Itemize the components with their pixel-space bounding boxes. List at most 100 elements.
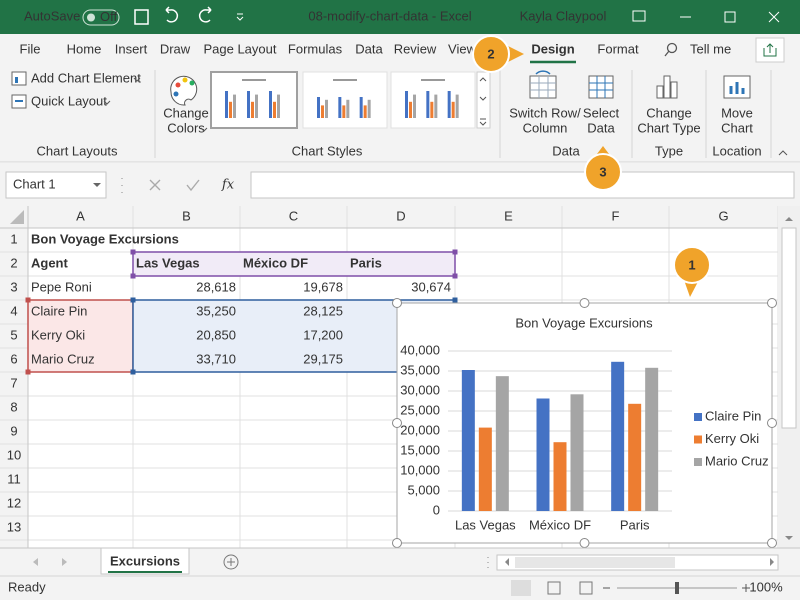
ribbon-tab[interactable]: Home [67,41,102,56]
change-chart-type[interactable]: Chart Type [637,120,700,135]
cell[interactable]: 28,618 [196,279,236,294]
change-chart-type-icon[interactable] [671,82,677,98]
cell[interactable]: 19,678 [303,279,343,294]
bar[interactable] [571,394,584,511]
resize-handle[interactable] [393,299,402,308]
resize-handle[interactable] [393,539,402,548]
bar[interactable] [537,399,550,512]
row-header[interactable]: 2 [10,255,17,270]
legend-label[interactable]: Mario Cruz [705,453,769,468]
cell[interactable]: Las Vegas [136,255,200,270]
bar[interactable] [462,370,475,511]
select-data[interactable]: Select [583,105,620,120]
switch-row-column-icon[interactable] [530,76,556,98]
change-chart-type-icon[interactable] [664,76,670,98]
column-header[interactable]: D [396,208,405,223]
formula-input[interactable] [251,172,794,198]
change-colors[interactable]: Colors [167,120,205,135]
zoom-thumb[interactable] [675,582,679,594]
ribbon-tab[interactable]: Insert [115,41,148,56]
row-header[interactable]: 9 [10,423,17,438]
switch-row-column[interactable]: Switch Row/ [509,105,581,120]
insert-function[interactable]: fx [221,178,235,193]
move-chart[interactable]: Move [721,105,753,120]
row-header[interactable]: 11 [7,471,21,486]
cell[interactable]: Agent [31,255,69,270]
switch-row-column[interactable]: Column [523,120,568,135]
select-data-icon[interactable] [589,76,613,98]
resize-handle[interactable] [580,539,589,548]
column-header[interactable]: E [504,208,513,223]
resize-handle[interactable] [580,299,589,308]
range-handle[interactable] [26,298,31,303]
tell-me[interactable]: Tell me [690,41,731,56]
row-header[interactable]: 12 [7,495,21,510]
cell[interactable]: Claire Pin [31,303,87,318]
range-handle[interactable] [453,298,458,303]
row-header[interactable]: 13 [7,519,21,534]
column-header[interactable]: C [289,208,298,223]
range-handle[interactable] [453,274,458,279]
ribbon-tab[interactable]: Formulas [288,41,343,56]
zoom-level[interactable]: 100% [749,579,783,594]
ribbon-tab[interactable]: Design [531,41,574,56]
bar[interactable] [479,428,492,511]
row-header[interactable]: 6 [10,351,17,366]
change-chart-type[interactable]: Change [646,105,692,120]
cell[interactable]: 30,674 [411,279,451,294]
column-header[interactable]: B [182,208,191,223]
cell[interactable]: 28,125 [303,303,343,318]
row-header[interactable]: 3 [10,279,17,294]
scroll-thumb[interactable] [782,228,796,428]
quick-layout[interactable]: Quick Layout [31,93,107,108]
bar[interactable] [628,404,641,511]
resize-handle[interactable] [393,419,402,428]
cell[interactable]: Paris [350,255,382,270]
move-chart[interactable]: Chart [721,120,753,135]
cell[interactable]: México DF [243,255,308,270]
bar[interactable] [611,362,624,511]
range-handle[interactable] [26,370,31,375]
resize-handle[interactable] [768,539,777,548]
cell[interactable]: 20,850 [196,327,236,342]
column-header[interactable]: F [612,208,620,223]
cell[interactable]: Bon Voyage Excursions [31,231,179,246]
cell[interactable]: 33,710 [196,351,236,366]
chart-title[interactable]: Bon Voyage Excursions [515,315,653,330]
ribbon-tab[interactable]: Draw [160,41,191,56]
column-header[interactable]: G [718,208,728,223]
change-colors[interactable]: Change [163,105,209,120]
resize-handle[interactable] [768,299,777,308]
range-handle[interactable] [131,370,136,375]
column-header[interactable]: A [76,208,85,223]
sheet-tab-name[interactable]: Excursions [110,553,180,568]
add-chart-element-icon[interactable] [12,72,26,85]
ribbon-tab[interactable]: File [20,41,41,56]
bar[interactable] [645,368,658,511]
hscroll-thumb[interactable] [515,557,675,568]
row-header[interactable]: 7 [10,375,17,390]
ribbon-tab[interactable]: Data [355,41,383,56]
legend-label[interactable]: Kerry Oki [705,431,759,446]
row-header[interactable]: 10 [7,447,21,462]
row-header[interactable]: 4 [10,303,17,318]
change-chart-type-icon[interactable] [657,86,663,98]
select-data[interactable]: Data [587,120,615,135]
cell[interactable]: Mario Cruz [31,351,95,366]
cell[interactable]: Kerry Oki [31,327,85,342]
bar[interactable] [554,442,567,511]
ribbon-tab[interactable]: Format [597,41,639,56]
cell[interactable]: 35,250 [196,303,236,318]
range-handle[interactable] [131,274,136,279]
row-header[interactable]: 1 [10,231,17,246]
cell[interactable]: 17,200 [303,327,343,342]
range-handle[interactable] [131,298,136,303]
range-handle[interactable] [131,250,136,255]
range-handle[interactable] [453,250,458,255]
add-chart-element[interactable]: Add Chart Element [31,70,141,85]
resize-handle[interactable] [768,419,777,428]
bar[interactable] [496,376,509,511]
ribbon-tab[interactable]: Review [394,41,437,56]
legend-label[interactable]: Claire Pin [705,408,761,423]
cell[interactable]: 29,175 [303,351,343,366]
